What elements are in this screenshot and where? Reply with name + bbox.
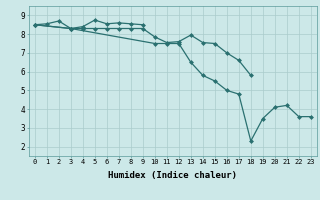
X-axis label: Humidex (Indice chaleur): Humidex (Indice chaleur) [108, 171, 237, 180]
